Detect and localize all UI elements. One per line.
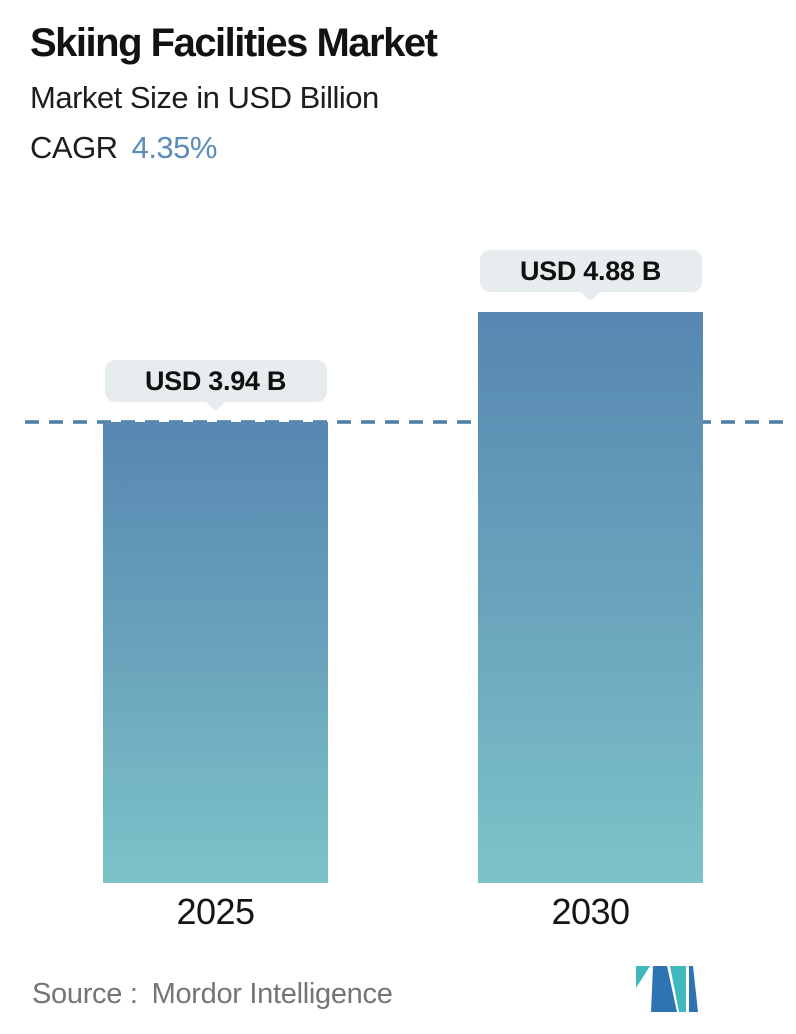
source-value: Mordor Intelligence	[151, 978, 393, 1010]
bar-2025	[103, 422, 328, 883]
chart-header: Skiing Facilities Market Market Size in …	[30, 20, 438, 166]
bar-2030	[478, 312, 703, 883]
cagr-label: CAGR	[30, 130, 118, 165]
value-label-2025: USD 3.94 B	[144, 365, 287, 396]
xaxis-label-2030: 2030	[551, 891, 630, 932]
bar-group-2030: USD 4.88 B	[478, 0, 703, 883]
cagr-line: CAGR 4.35%	[30, 130, 436, 166]
source-label: Source :	[32, 978, 138, 1010]
page-title: Skiing Facilities Market	[30, 21, 438, 65]
cagr-value: 4.35%	[131, 130, 218, 165]
value-callout-2030: USD 4.88 B	[479, 250, 702, 302]
chart-subtitle: Market Size in USD Billion	[30, 80, 379, 115]
value-label-2030: USD 4.88 B	[519, 255, 662, 286]
bar-group-2025: USD 3.94 B	[103, 0, 328, 883]
source-line: Source : Mordor Intelligence	[32, 978, 393, 1011]
plot-area: USD 3.94 B USD 4.88 B	[25, 0, 785, 883]
value-callout-2025: USD 3.94 B	[104, 360, 327, 412]
mordor-intelligence-logo-icon	[636, 966, 698, 1012]
xaxis-label-2025: 2025	[176, 891, 255, 932]
